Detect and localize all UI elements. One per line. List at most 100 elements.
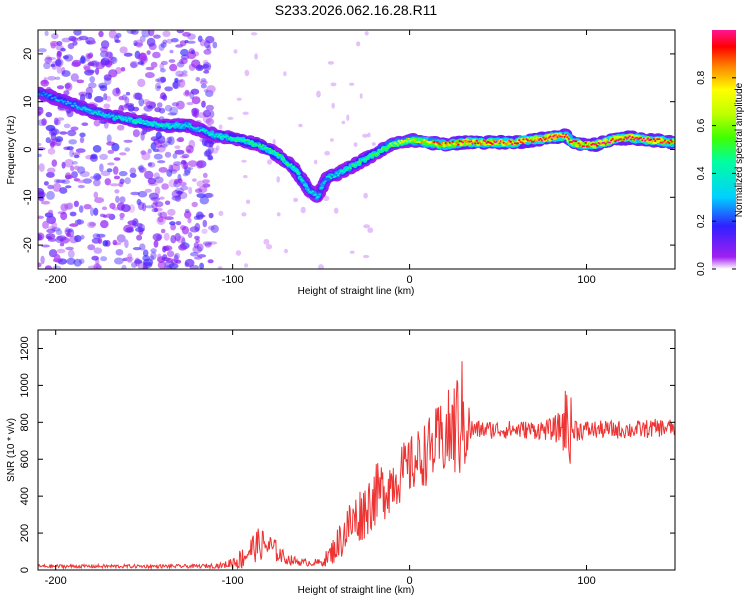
heatmap-noise-cell xyxy=(68,35,77,42)
heatmap-noise-cell xyxy=(40,79,49,87)
heatmap-noise-cell xyxy=(109,183,119,187)
heatmap-noise-cell xyxy=(89,76,96,83)
heatmap-noise-cell xyxy=(199,39,206,47)
heatmap-noise-cell xyxy=(61,179,70,185)
heatmap-noise-cell xyxy=(96,233,106,238)
heatmap-ridge-cell xyxy=(669,139,672,142)
heatmap-noise-cell xyxy=(116,234,126,243)
heatmap-noise-cell xyxy=(132,92,141,100)
heatmap-noise-cell xyxy=(119,46,128,54)
heatmap-noise-cell xyxy=(112,242,122,246)
heatmap-noise-cell xyxy=(349,250,355,254)
heatmap-noise-cell xyxy=(174,187,185,194)
heatmap-noise-cell xyxy=(51,159,58,167)
heatmap-ridge-cell xyxy=(324,180,327,183)
heatmap-ridge-cell xyxy=(130,117,133,120)
heatmap-noise-cell xyxy=(147,162,153,167)
heatmap-noise-cell xyxy=(174,145,181,149)
heatmap-noise-cell xyxy=(177,190,182,197)
heatmap-noise-cell xyxy=(118,170,128,177)
heatmap-noise-cell xyxy=(89,154,98,162)
heatmap-noise-cell xyxy=(157,212,162,217)
heatmap-noise-cell xyxy=(330,82,337,87)
heatmap-ridge-cell xyxy=(461,141,464,144)
heatmap-noise-cell xyxy=(167,208,176,216)
heatmap-noise-cell xyxy=(106,134,112,143)
heatmap-ridge-cell xyxy=(305,185,309,188)
y-tick-label: 20 xyxy=(22,48,34,60)
heatmap-noise-cell xyxy=(114,257,124,265)
heatmap-noise-cell xyxy=(121,204,131,213)
heatmap-ridge-cell xyxy=(635,136,638,139)
heatmap-noise-cell xyxy=(82,178,92,184)
heatmap-ridge-cell xyxy=(535,139,538,142)
colorbar-tick-label: 0.8 xyxy=(696,70,707,84)
heatmap-noise-cell xyxy=(79,56,87,64)
heatmap-noise-cell xyxy=(85,92,92,99)
x-tick-label: -100 xyxy=(222,274,244,286)
heatmap-noise-cell xyxy=(210,224,219,233)
heatmap-noise-cell xyxy=(150,142,157,151)
heatmap-noise-cell xyxy=(55,179,66,184)
heatmap-ridge-cell xyxy=(506,141,510,144)
heatmap-noise-cell xyxy=(136,222,143,229)
heatmap-noise-cell xyxy=(330,138,334,142)
heatmap-ridge-cell xyxy=(274,152,277,155)
heatmap-noise-cell xyxy=(171,195,181,201)
heatmap-noise-cell xyxy=(99,163,104,172)
heatmap-noise-cell xyxy=(129,167,137,175)
heatmap-ridge-cell xyxy=(111,114,115,117)
heatmap-noise-cell xyxy=(166,169,173,177)
heatmap-noise-cell xyxy=(156,144,166,153)
heatmap-noise-cell xyxy=(184,166,191,174)
heatmap-ridge-cell xyxy=(567,137,570,140)
heatmap-noise-cell xyxy=(46,190,55,200)
heatmap-noise-cell xyxy=(154,176,164,184)
heatmap-ridge-cell xyxy=(377,148,381,151)
heatmap-ridge-cell xyxy=(394,142,398,145)
heatmap-ridge-cell xyxy=(491,143,494,145)
heatmap-noise-cell xyxy=(314,159,318,165)
heatmap-noise-cell xyxy=(112,87,121,97)
heatmap-ridge-cell xyxy=(355,164,358,167)
heatmap-noise-cell xyxy=(45,124,56,132)
heatmap-noise-cell xyxy=(79,132,86,138)
heatmap-noise-cell xyxy=(203,150,211,157)
figure-title: S233.2026.062.16.28.R11 xyxy=(275,2,438,18)
heatmap-ridge-cell xyxy=(230,137,234,139)
heatmap-noise-cell xyxy=(147,148,152,154)
heatmap-noise-cell xyxy=(244,69,250,77)
heatmap-noise-cell xyxy=(60,203,68,212)
heatmap-ridge-cell xyxy=(532,140,535,143)
y-tick-label: 1200 xyxy=(19,336,31,360)
heatmap-noise-cell xyxy=(89,222,97,227)
heatmap-noise-cell xyxy=(181,226,190,235)
heatmap-ridge-cell xyxy=(368,155,371,158)
heatmap-ridge-cell xyxy=(325,177,331,182)
heatmap-noise-cell xyxy=(59,242,65,247)
heatmap-noise-cell xyxy=(62,55,69,60)
heatmap-ridge-cell xyxy=(310,191,313,194)
heatmap-ridge-cell xyxy=(247,139,251,142)
heatmap-ridge-cell xyxy=(53,96,57,99)
heatmap-noise-cell xyxy=(190,88,200,95)
heatmap-ridge-cell xyxy=(218,134,221,137)
heatmap-ridge-cell xyxy=(376,152,379,155)
heatmap-ridge-cell xyxy=(492,139,495,142)
heatmap-ridge-cell xyxy=(413,139,416,142)
heatmap-noise-cell xyxy=(113,157,121,161)
heatmap-ridge-cell xyxy=(389,142,392,145)
heatmap-ridge-cell xyxy=(406,140,409,143)
heatmap-noise-cell xyxy=(283,71,287,77)
heatmap-ridge-cell xyxy=(178,123,181,125)
heatmap-noise-cell xyxy=(70,165,75,172)
heatmap-noise-cell xyxy=(152,200,159,205)
heatmap-noise-cell xyxy=(100,40,110,49)
heatmap-ridge-cell xyxy=(116,117,119,120)
heatmap-noise-cell xyxy=(56,248,66,254)
heatmap-ridge-cell xyxy=(574,140,578,143)
heatmap-noise-cell xyxy=(47,76,56,81)
heatmap-ridge-cell xyxy=(382,147,385,150)
heatmap-ridge-cell xyxy=(307,188,310,191)
